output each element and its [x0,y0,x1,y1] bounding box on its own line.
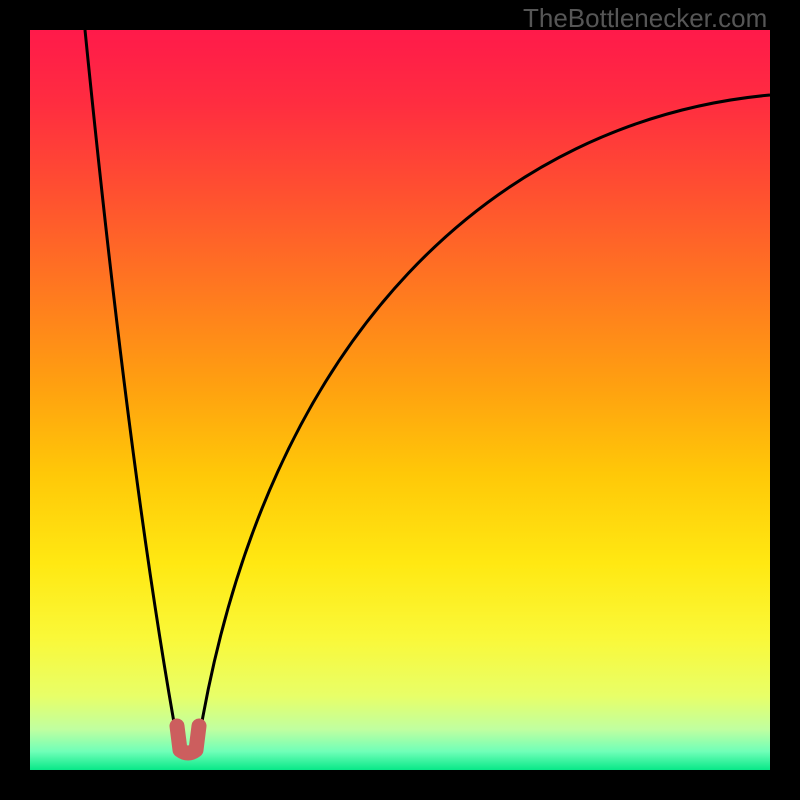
bottleneck-curve [0,0,800,800]
watermark-text: TheBottlenecker.com [523,3,767,34]
chart-container: TheBottlenecker.com [0,0,800,800]
